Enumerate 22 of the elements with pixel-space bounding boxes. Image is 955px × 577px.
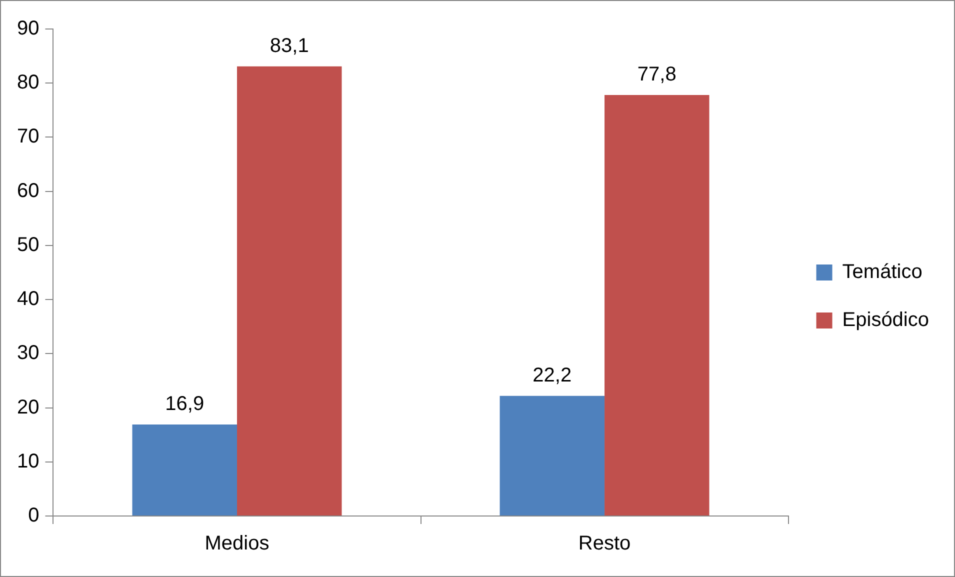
- y-tick-label: 0: [28, 504, 40, 527]
- bar: [237, 66, 342, 516]
- y-tick-label: 80: [16, 72, 40, 94]
- bar: [132, 424, 238, 516]
- bar: [604, 95, 710, 516]
- legend-label: Episódico: [842, 309, 929, 332]
- y-tick-label: 50: [16, 234, 40, 256]
- x-tick-label: Resto: [578, 532, 631, 555]
- x-tick-label: Medios: [204, 532, 270, 555]
- y-tick-label: 10: [16, 450, 40, 472]
- y-tick-label: 30: [16, 342, 40, 364]
- y-tick-label: 20: [16, 396, 40, 418]
- y-tick-label: 90: [16, 18, 40, 40]
- y-tick-label: 60: [16, 180, 40, 202]
- data-label: 22,2: [532, 364, 572, 386]
- data-label: 83,1: [270, 34, 309, 57]
- bar: [500, 396, 605, 516]
- y-tick-label: 40: [16, 288, 40, 310]
- legend-label: Temático: [842, 261, 922, 284]
- y-tick-label: 70: [16, 126, 40, 148]
- data-label: 77,8: [637, 64, 676, 86]
- data-label: 16,9: [165, 393, 204, 416]
